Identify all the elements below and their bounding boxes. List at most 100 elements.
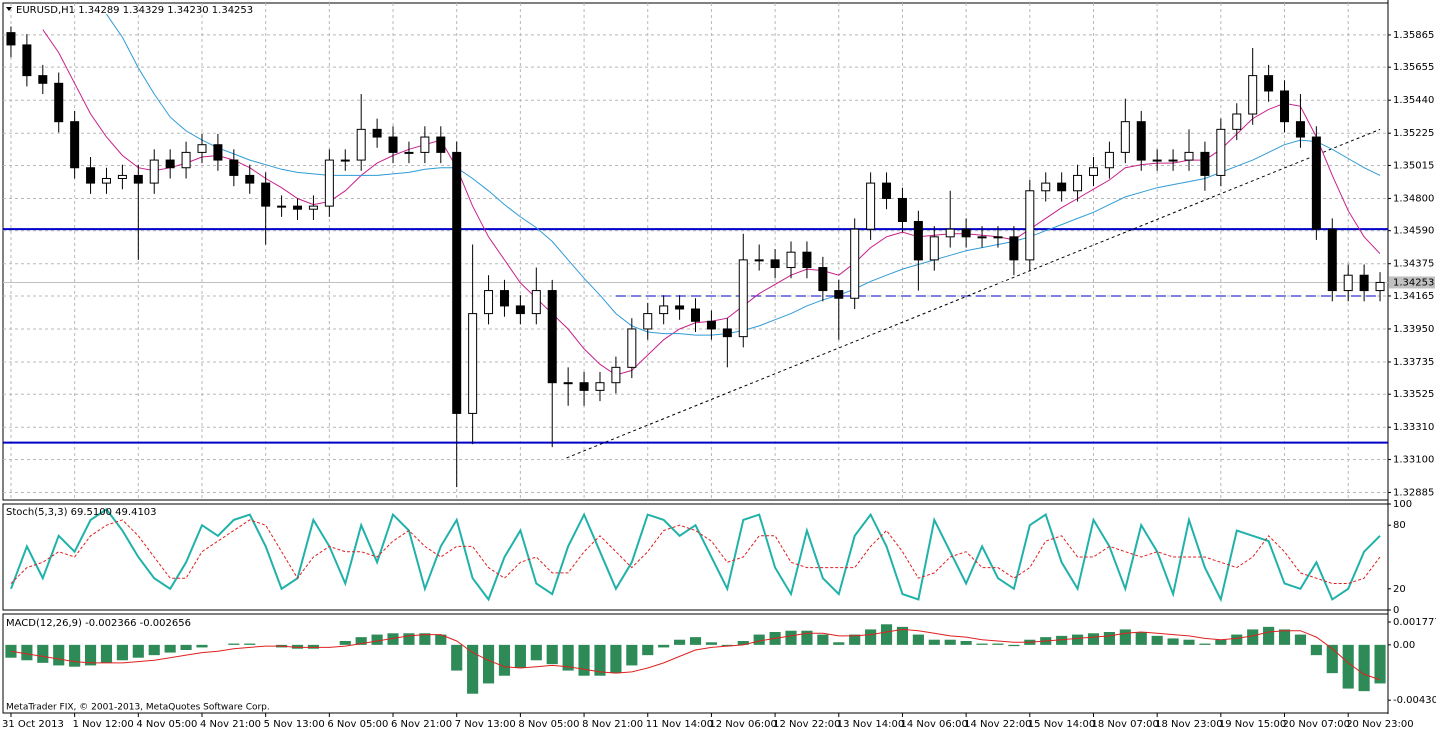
candle-body — [1152, 159, 1162, 162]
candle-body — [818, 267, 828, 292]
candle-body — [293, 205, 303, 210]
macd-bar — [753, 634, 765, 645]
candle-body — [691, 308, 700, 322]
candle-body — [563, 382, 573, 385]
macd-signal — [10, 628, 1381, 681]
candle-body — [1327, 228, 1337, 292]
candle-body — [977, 236, 987, 239]
candle-body — [165, 159, 175, 169]
macd-bar — [100, 644, 113, 663]
y-tick-label: 1.33950 — [1393, 324, 1434, 335]
candle-body — [897, 197, 907, 222]
candle-body — [595, 382, 605, 391]
macd-bar — [1151, 635, 1163, 645]
candle-body — [1343, 274, 1353, 292]
candle-body — [261, 182, 271, 207]
x-tick-label: 4 Nov 05:00 — [136, 719, 197, 730]
x-tick-label: 12 Nov 06:00 — [709, 719, 776, 730]
candle-body — [213, 144, 223, 161]
macd-bar — [594, 644, 606, 676]
macd-bar — [960, 641, 972, 645]
candle-body — [277, 205, 287, 208]
candle-body — [86, 167, 96, 184]
y-tick-label: 1.35015 — [1393, 160, 1434, 171]
candle-body — [770, 259, 780, 269]
macd-bar — [21, 644, 33, 661]
macd-bar — [1358, 644, 1370, 692]
candle-body — [22, 44, 32, 77]
y-tick-label: 0.00 — [1393, 640, 1415, 651]
candle-body — [6, 32, 16, 46]
candle-body — [1311, 136, 1321, 230]
symbol-menu-arrow[interactable] — [6, 7, 12, 11]
macd-bar — [737, 641, 749, 645]
y-tick-label: 1.33310 — [1393, 422, 1434, 433]
price-label: 1.34253 — [1393, 277, 1434, 288]
candle-body — [1264, 75, 1274, 92]
candle-body — [245, 174, 255, 184]
y-tick-label: 0 — [1393, 605, 1399, 616]
macd-bar — [896, 626, 909, 645]
x-tick-label: 19 Nov 15:00 — [1219, 719, 1286, 730]
candle-body — [627, 328, 637, 368]
macd-bar — [132, 644, 144, 658]
y-tick-label: 1.35865 — [1393, 30, 1434, 41]
x-tick-label: 20 Nov 07:00 — [1283, 719, 1350, 730]
candle-body — [850, 228, 860, 299]
macd-bar — [1263, 626, 1275, 645]
x-tick-label: 18 Nov 23:00 — [1155, 719, 1222, 730]
candle-body — [866, 182, 876, 230]
candle-body — [1280, 90, 1290, 123]
macd-bar — [1199, 643, 1211, 645]
candle-body — [324, 159, 334, 207]
y-tick-label: -0.004303 — [1393, 695, 1436, 706]
candle-body — [1041, 182, 1051, 192]
macd-bar — [498, 644, 511, 676]
x-tick-label: 13 Nov 14:00 — [837, 719, 904, 730]
candle-body — [197, 144, 207, 153]
candle-body — [117, 174, 127, 179]
macd-bar — [721, 644, 733, 647]
y-tick-label: 80 — [1393, 520, 1406, 531]
copyright-note: MetaTrader FIX, © 2001-2013, MetaQuotes … — [6, 703, 270, 713]
macd-bar — [1310, 644, 1322, 656]
candle-body — [468, 313, 478, 414]
macd-bar — [610, 644, 622, 674]
y-tick-label: 1.33525 — [1393, 389, 1434, 400]
candle-body — [404, 151, 414, 154]
candle-body — [1168, 159, 1178, 162]
candle-body — [961, 228, 971, 238]
macd-bar — [833, 642, 845, 645]
candle-body — [1104, 151, 1114, 169]
candle-body — [993, 236, 1003, 239]
y-tick-label: 1.34590 — [1393, 226, 1434, 237]
candle-body — [340, 159, 350, 162]
y-tick-label: 1.34165 — [1393, 291, 1434, 302]
macd-bar — [196, 644, 208, 648]
x-tick-label: 5 Nov 13:00 — [264, 719, 325, 730]
candle-body — [531, 290, 541, 315]
candle-body — [1216, 128, 1226, 176]
candle-body — [1088, 167, 1098, 176]
x-tick-label: 20 Nov 23:00 — [1346, 719, 1413, 730]
macd-bar — [1071, 634, 1084, 645]
macd-bar — [307, 644, 320, 649]
candle-body — [802, 251, 812, 269]
macd-bar — [467, 644, 479, 694]
candle-body — [1375, 281, 1385, 292]
stoch-line — [10, 519, 1381, 584]
macd-bar — [1056, 635, 1068, 645]
macd-bar — [1374, 644, 1386, 684]
y-tick-label: 0.001777 — [1393, 617, 1436, 628]
macd-bar — [244, 643, 256, 645]
chart-title: EURUSD,H1 1.34289 1.34329 1.34230 1.3425… — [16, 5, 253, 16]
candle-body — [722, 328, 732, 338]
candle-body — [1009, 236, 1019, 261]
x-tick-label: 31 Oct 2013 — [2, 719, 64, 730]
candle-body — [1359, 274, 1369, 292]
y-tick-label: 1.34375 — [1393, 259, 1434, 270]
macd-bar — [387, 633, 399, 645]
y-tick-label: 1.35225 — [1393, 128, 1434, 139]
macd-bar — [419, 633, 431, 645]
